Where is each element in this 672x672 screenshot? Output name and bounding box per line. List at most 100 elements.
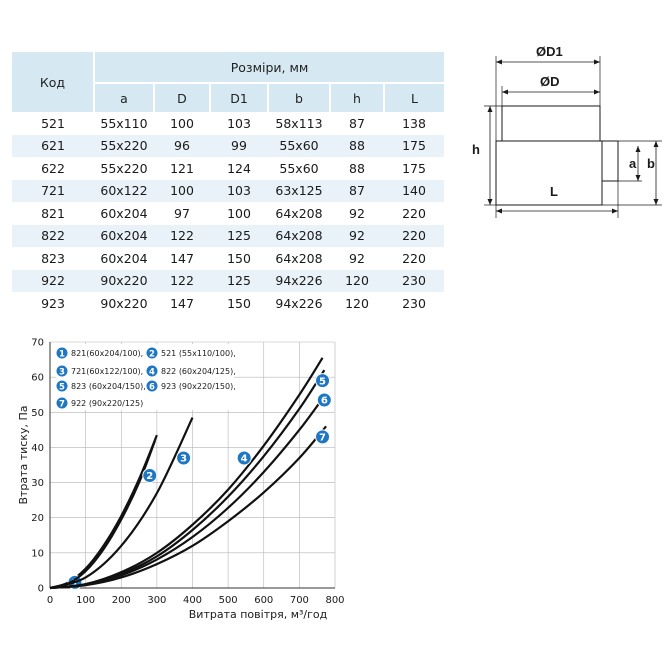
x-tick-label: 800 [325,595,344,606]
table-body: 521 55x110 100 103 58x113 87 138 621 55x220 96 99 5… [12,112,445,315]
x-tick-label: 600 [254,595,273,606]
dimension-cell: 92 [349,250,365,266]
dimension-cell: 63x125 [268,179,330,202]
dimension-cell: 220 [402,205,426,221]
series-line-6 [49,393,327,590]
dimension-cell: 60x204 [100,205,148,221]
l-label: L [550,184,558,199]
dimension-cell: 138 [402,115,426,131]
legend-marker [56,397,68,409]
dimension-cell: 97 [174,205,190,221]
table-row: 922 90x220 122 125 94x226 120 230 [12,269,445,292]
diagram-pipe-body [501,105,601,142]
series-marker-4 [236,450,252,466]
y-tick-label: 30 [31,478,44,489]
dimension-cell: 88 [349,160,365,176]
dimension-cell: 55x220 [100,160,148,176]
d1-label: ØD1 [536,44,563,59]
dimension-cell: 60x122 [94,179,154,202]
dimension-cell: 147 [170,250,194,266]
series-marker-label: 2 [146,471,153,482]
dimension-cell: 125 [210,269,268,292]
column-headers: a D D1 b h L [12,83,445,112]
table-row: 521 55x110 100 103 58x113 87 138 [12,112,444,135]
dimension-cell: 220 [402,250,426,266]
code-cell: 922 [12,269,94,292]
y-tick-label: 20 [31,513,44,524]
y-tick-label: 50 [31,408,44,419]
legend-marker-label: 2 [149,349,155,359]
dimension-cell: 55x110 [100,115,148,131]
series-marker-5 [315,373,331,389]
dimension-cell: 92 [349,205,365,221]
chart-legend: 1 821(60x204/100), 2 521 (55x110/100), 3 721(… [56,344,236,410]
y-tick-label: 40 [31,443,44,454]
h-label: h [472,142,480,157]
d-label: ØD [540,74,560,89]
y-tick-label: 10 [31,548,44,559]
dimension-cell: 64x208 [268,224,330,247]
series-marker-label: 5 [319,376,326,387]
legend-marker [56,347,68,359]
dimension-cell: 100 [154,179,210,202]
dimension-cell: 58x113 [275,115,323,131]
legend-entry: 923 (90x220/150), [161,382,236,391]
dimension-cell: 99 [210,134,268,157]
dimension-cell: 94x226 [275,295,323,311]
dimension-cell: 55x220 [94,134,154,157]
dimension-cell: 55x60 [268,134,330,157]
dimension-cell: 60x204 [100,250,148,266]
legend-entry: 721(60x122/100), [71,367,143,376]
y-tick-label: 70 [31,338,44,349]
dimension-cell: 150 [227,250,251,266]
legend-entry: 922 (90x220/125) [71,399,143,408]
code-cell: 721 [12,179,94,202]
series-marker-label: 3 [180,454,187,465]
dimension-cell: 64x208 [275,250,323,266]
series-marker-2 [142,468,158,484]
series-marker-label: 6 [321,396,328,407]
legend-entry: 822 (60x204/125), [161,367,236,376]
legend-marker-label: 3 [59,367,65,377]
dimension-cell: 140 [384,179,445,202]
dimension-cell: 90x220 [100,295,148,311]
x-tick-label: 0 [47,595,53,606]
series-line-3 [49,417,194,590]
dimension-cell: 103 [210,179,268,202]
table-row: 622 55x220 121 124 55x60 88 175 [12,157,444,180]
series-marker-label: 7 [319,432,326,443]
y-axis-title: Втрата тиску, Па [17,405,30,504]
dimension-cell: 87 [349,115,365,131]
legend-marker-label: 4 [149,367,155,377]
chart-series: 1 2 3 4 5 6 7 [49,357,332,590]
legend-marker-label: 1 [59,349,65,359]
code-cell: 822 [12,224,94,247]
series-line-7 [49,425,327,590]
table-row: 821 60x204 97 100 64x208 92 220 [12,202,444,225]
legend-background [56,344,234,410]
dimension-cell: 87 [330,179,384,202]
code-cell: 923 [41,295,65,311]
dimension-cell: 121 [170,160,194,176]
table-row: 923 90x220 147 150 94x226 120 230 [12,292,444,315]
table-row: 721 60x122 100 103 63x125 87 140 [12,179,445,202]
series-marker-7 [315,429,331,445]
series-marker-3 [176,450,192,466]
dimension-cell: 90x220 [94,269,154,292]
legend-marker-label: 5 [59,382,65,392]
x-tick-label: 100 [76,595,95,606]
dimension-cell: 150 [227,295,251,311]
dimension-cell: 230 [384,269,445,292]
dimension-cell: 230 [402,295,426,311]
column-header: L [384,83,445,112]
dimension-cell: 220 [384,224,445,247]
adapter-diagram: ØD1 ØD h a b L [472,44,662,218]
pressure-loss-chart: 0 100 200 300 400 500 600 700 800 0 10 20 30 40 50 60 70… [17,338,345,622]
legend-marker [146,380,158,392]
dimension-cell: 100 [170,115,194,131]
code-cell: 621 [12,134,94,157]
legend-entry: 821(60x204/100), [71,349,143,358]
dimension-cell: 175 [402,160,426,176]
dimension-cell: 124 [227,160,251,176]
x-tick-label: 400 [183,595,202,606]
